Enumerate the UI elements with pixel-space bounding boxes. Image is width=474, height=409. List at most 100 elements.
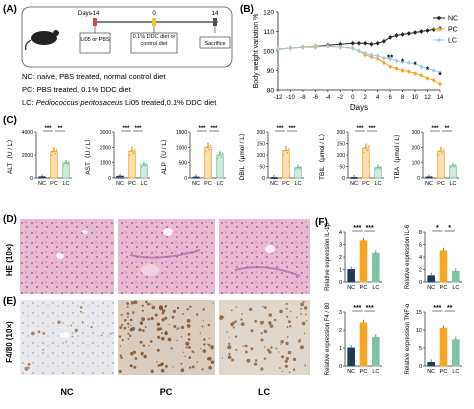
TNFa-y-tick-label: 0 (419, 364, 422, 370)
ihc-dot (264, 306, 267, 309)
b-point-pc (376, 57, 380, 61)
ihc-dot (74, 328, 79, 333)
ihc-dot (268, 350, 272, 354)
chart-dbil: 0 50 100 150 200 NC PC LC *** *** DBIL（μmol / L） (238, 126, 304, 187)
F480-bar-pc (359, 322, 368, 367)
ihc-dot (305, 320, 308, 322)
ihc-dot (285, 356, 289, 361)
ALP-bar-fill-pc (204, 147, 212, 178)
ihc-dot (278, 351, 280, 353)
ALP-dot (217, 154, 220, 157)
ALT-y-tick-label: 4000 (22, 130, 33, 136)
ihc-dot (161, 311, 165, 315)
IL1b-y-tick-label: 1 (339, 268, 342, 274)
ALT-dot (66, 163, 69, 166)
TBA-sig-label: ** (445, 126, 450, 132)
DBIL-category-label: PC (282, 181, 290, 187)
DBIL-dot (273, 176, 275, 179)
IL1b-y-tick-label: 3 (339, 243, 342, 249)
ihc-dot (70, 324, 72, 327)
ihc-dot (280, 343, 282, 345)
ihc-dot (196, 361, 199, 363)
TBA-dot (454, 164, 457, 166)
ihc-dot (227, 345, 232, 350)
ihc-dot (235, 306, 238, 308)
AST-bar-fill-lc (140, 164, 148, 178)
ihc-dot (151, 305, 156, 310)
b-significance-mark: * (414, 60, 418, 69)
chart-f480: 0 1 2 3 NC PC LC *** *** Relative expression F4 /… (325, 302, 382, 375)
TBA-bar-fill-pc (437, 151, 445, 178)
ALP-dot (220, 155, 223, 158)
DBIL-dot (274, 176, 277, 179)
b-y-tick-label: 110 (264, 29, 275, 36)
ALP-sig-label: *** (198, 126, 206, 132)
TBIL-category-label: PC (362, 181, 370, 187)
AST-sig-label: *** (122, 126, 130, 132)
ihc-dot (187, 333, 191, 336)
ihc-dot (143, 354, 147, 359)
ihc-dot (289, 310, 292, 313)
b-significance-mark: * (426, 65, 430, 74)
ALP-dot (221, 152, 224, 155)
DBIL-bar-fill-lc (294, 167, 302, 178)
ihc-dot (129, 364, 133, 368)
ihc-dot (260, 332, 263, 335)
ihc-dot (191, 365, 195, 369)
ihc-dot (269, 324, 274, 328)
ihc-dot (302, 301, 305, 304)
TBA-dot (449, 166, 452, 169)
b-point-pc (382, 61, 386, 65)
ALP-y-tick-label: 1500 (176, 130, 187, 136)
b-point-pc (438, 82, 442, 86)
ihc-dot (132, 350, 136, 354)
b-point-lc (432, 68, 436, 73)
ihc-dot (289, 325, 292, 328)
ihc-dot (207, 323, 210, 327)
ihc-dot (160, 368, 165, 373)
col-label-pc: PC (160, 387, 173, 397)
F480-sig-label: *** (366, 305, 374, 312)
ALT-dot (62, 164, 65, 167)
TBIL-dot (374, 168, 377, 171)
b-point-nc (376, 41, 380, 45)
F480-category-label: NC (347, 369, 355, 375)
AST-dot (132, 152, 135, 155)
TBA-dot (426, 176, 429, 179)
DBIL-category-label: NC (270, 181, 278, 187)
ihc-dot (37, 330, 41, 334)
ihc-dot (235, 348, 238, 351)
TBIL-sig-label: *** (368, 126, 376, 132)
ihc-dot (141, 304, 144, 307)
timeline-days-label: Days (78, 11, 92, 17)
legend-lc: LC: Pediococcus pentosaceus Li05 treated… (22, 98, 217, 107)
ihc-dot (145, 300, 148, 304)
TBA-dot (450, 164, 453, 167)
body-weight-chart: 80 90 100 110 120 -12 -10 -8 -6 -4 -2 0 2 4 6 8 10 12 14 Da… (253, 10, 458, 113)
ALP-y-axis-title: ALP（U / L） (160, 135, 168, 174)
AST-dot (144, 165, 147, 167)
AST-category-label: NC (116, 181, 124, 187)
TBA-dot (441, 152, 444, 155)
box-sacrifice (199, 36, 231, 49)
ihc-dot (180, 368, 185, 373)
b-point-pc (407, 69, 411, 74)
ALT-sig-label: ** (58, 126, 63, 132)
ihc-dot (158, 305, 163, 310)
ihc-dot (254, 359, 258, 362)
TBIL-dot (355, 176, 358, 179)
chart-ast: 0 1000 2000 3000 NC PC LC *** *** AST（U / L） (84, 126, 150, 187)
F480-y-tick-label: 3 (339, 310, 342, 316)
panel-letter-f: (F) (315, 217, 328, 228)
ihc-dot (300, 302, 304, 307)
b-point-lc (401, 60, 405, 64)
TNFa-sig-label: ** (447, 305, 453, 312)
DBIL-category-label: LC (294, 181, 301, 187)
ihc-dot (202, 308, 205, 311)
IL1b-category-label: LC (372, 285, 379, 291)
ALP-dot (193, 176, 196, 179)
AST-dot (140, 166, 143, 168)
ihc-dot (126, 312, 130, 315)
ihc-dot (226, 331, 228, 333)
ihc-dot (140, 351, 144, 355)
